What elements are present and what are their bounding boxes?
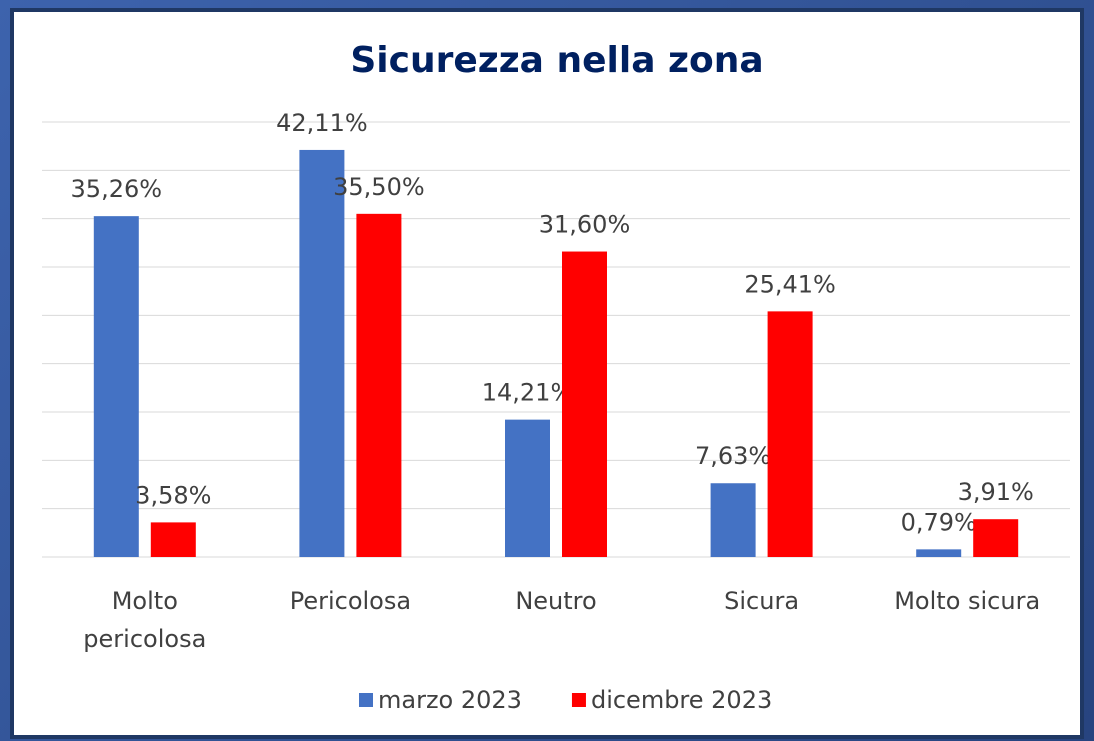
- x-tick-label: Molto sicura: [894, 587, 1040, 615]
- data-label: 31,60%: [539, 211, 631, 239]
- x-tick-label: Molto pericolosa: [83, 587, 206, 653]
- data-label: 42,11%: [276, 109, 368, 137]
- legend-label: dicembre 2023: [591, 686, 772, 714]
- bar: [505, 419, 550, 557]
- bar: [767, 311, 813, 557]
- legend-label: marzo 2023: [378, 686, 522, 714]
- bar: [973, 519, 1019, 557]
- legend-swatch: [359, 693, 373, 707]
- bar: [299, 149, 345, 558]
- data-label: 0,79%: [901, 508, 977, 536]
- bar: [562, 251, 607, 558]
- chart-title: Sicurezza nella zona: [350, 40, 763, 81]
- x-tick-label: Sicura: [724, 587, 799, 615]
- data-label: 7,63%: [695, 442, 771, 470]
- chart-panel: [10, 8, 1084, 739]
- data-label: 35,50%: [333, 173, 425, 201]
- x-tick-label: Neutro: [515, 587, 596, 615]
- bar: [150, 522, 196, 557]
- bar: [916, 549, 962, 557]
- bar: [356, 213, 402, 558]
- data-label: 14,21%: [482, 379, 574, 407]
- data-label: 25,41%: [744, 270, 836, 298]
- bar: [93, 216, 139, 558]
- legend-swatch: [571, 693, 586, 707]
- data-label: 3,58%: [135, 481, 211, 509]
- data-label: 35,26%: [71, 175, 163, 203]
- x-tick-label: Pericolosa: [290, 587, 411, 615]
- bar: [710, 483, 756, 557]
- data-label: 3,91%: [958, 478, 1034, 506]
